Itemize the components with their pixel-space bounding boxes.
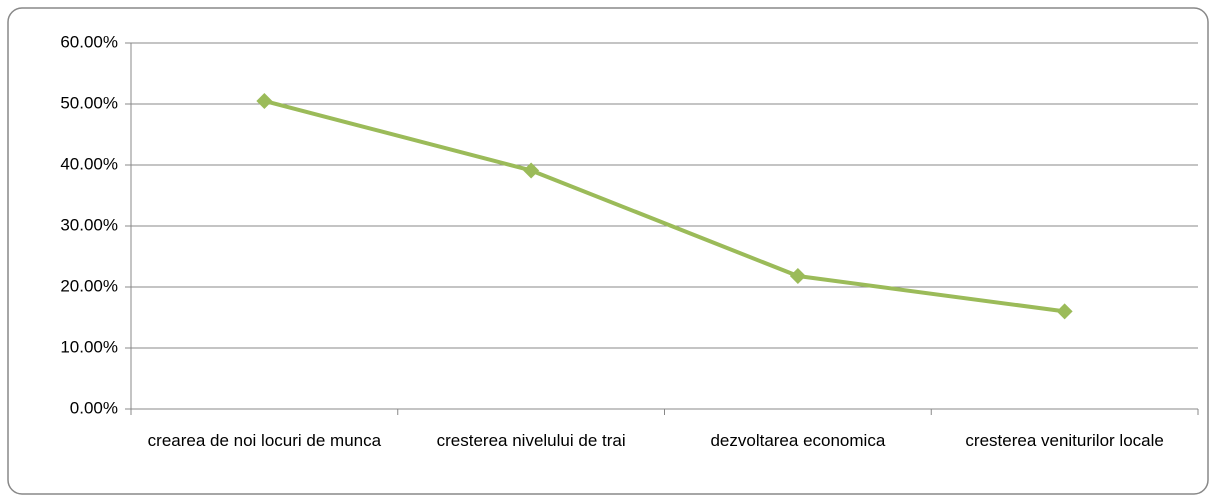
y-tick-label: 20.00% — [60, 276, 118, 295]
marker — [256, 92, 273, 109]
marker — [789, 268, 806, 285]
x-tick-label: dezvoltarea economica — [710, 431, 886, 450]
y-tick-label: 0.00% — [70, 398, 118, 417]
marker — [1056, 303, 1073, 320]
y-tick-label: 60.00% — [60, 32, 118, 51]
y-tick-label: 30.00% — [60, 215, 118, 234]
x-tick-label: cresterea veniturilor locale — [965, 431, 1164, 450]
x-tick-label: cresterea nivelului de trai — [436, 431, 626, 450]
chart-border — [7, 7, 1209, 495]
y-tick-label: 10.00% — [60, 337, 118, 356]
y-tick-label: 50.00% — [60, 93, 118, 112]
x-tick-label: crearea de noi locuri de munca — [147, 431, 382, 450]
marker — [523, 162, 540, 179]
line — [263, 99, 1065, 314]
y-tick-label: 40.00% — [60, 154, 118, 173]
